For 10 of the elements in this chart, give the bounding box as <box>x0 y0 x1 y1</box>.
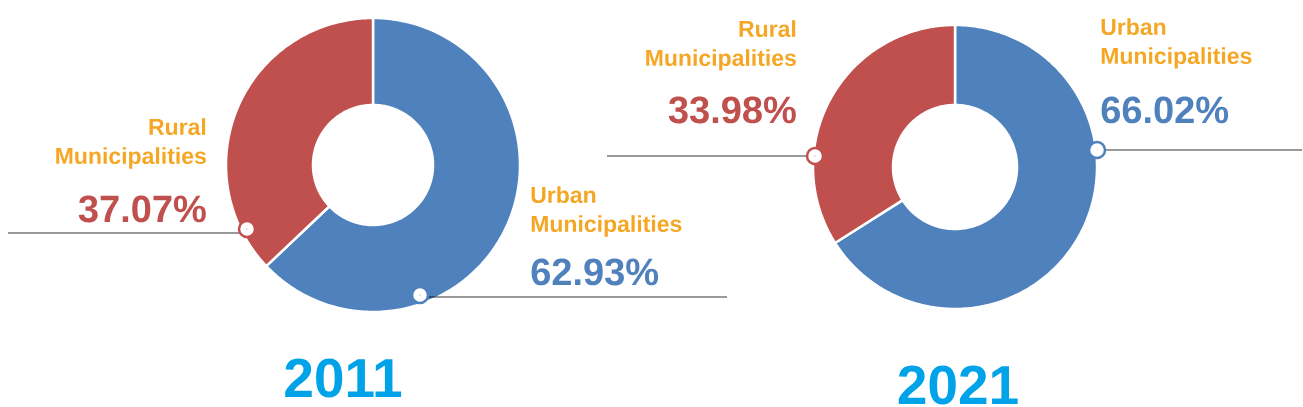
slice-label: Urban Municipalities <box>531 186 682 237</box>
text: 2021 <box>898 365 1018 405</box>
slice-label: Rural Municipalities <box>646 20 796 71</box>
data-label: 37.07% <box>78 195 206 223</box>
data-label: 66.02% <box>1101 96 1229 124</box>
slice-label: Urban Municipalities <box>1101 18 1252 69</box>
text: 2011 <box>285 358 402 398</box>
data-label: 62.93% <box>531 258 659 286</box>
slice-label: Rural Municipalities <box>56 118 206 169</box>
data-label: 33.98% <box>668 96 796 124</box>
